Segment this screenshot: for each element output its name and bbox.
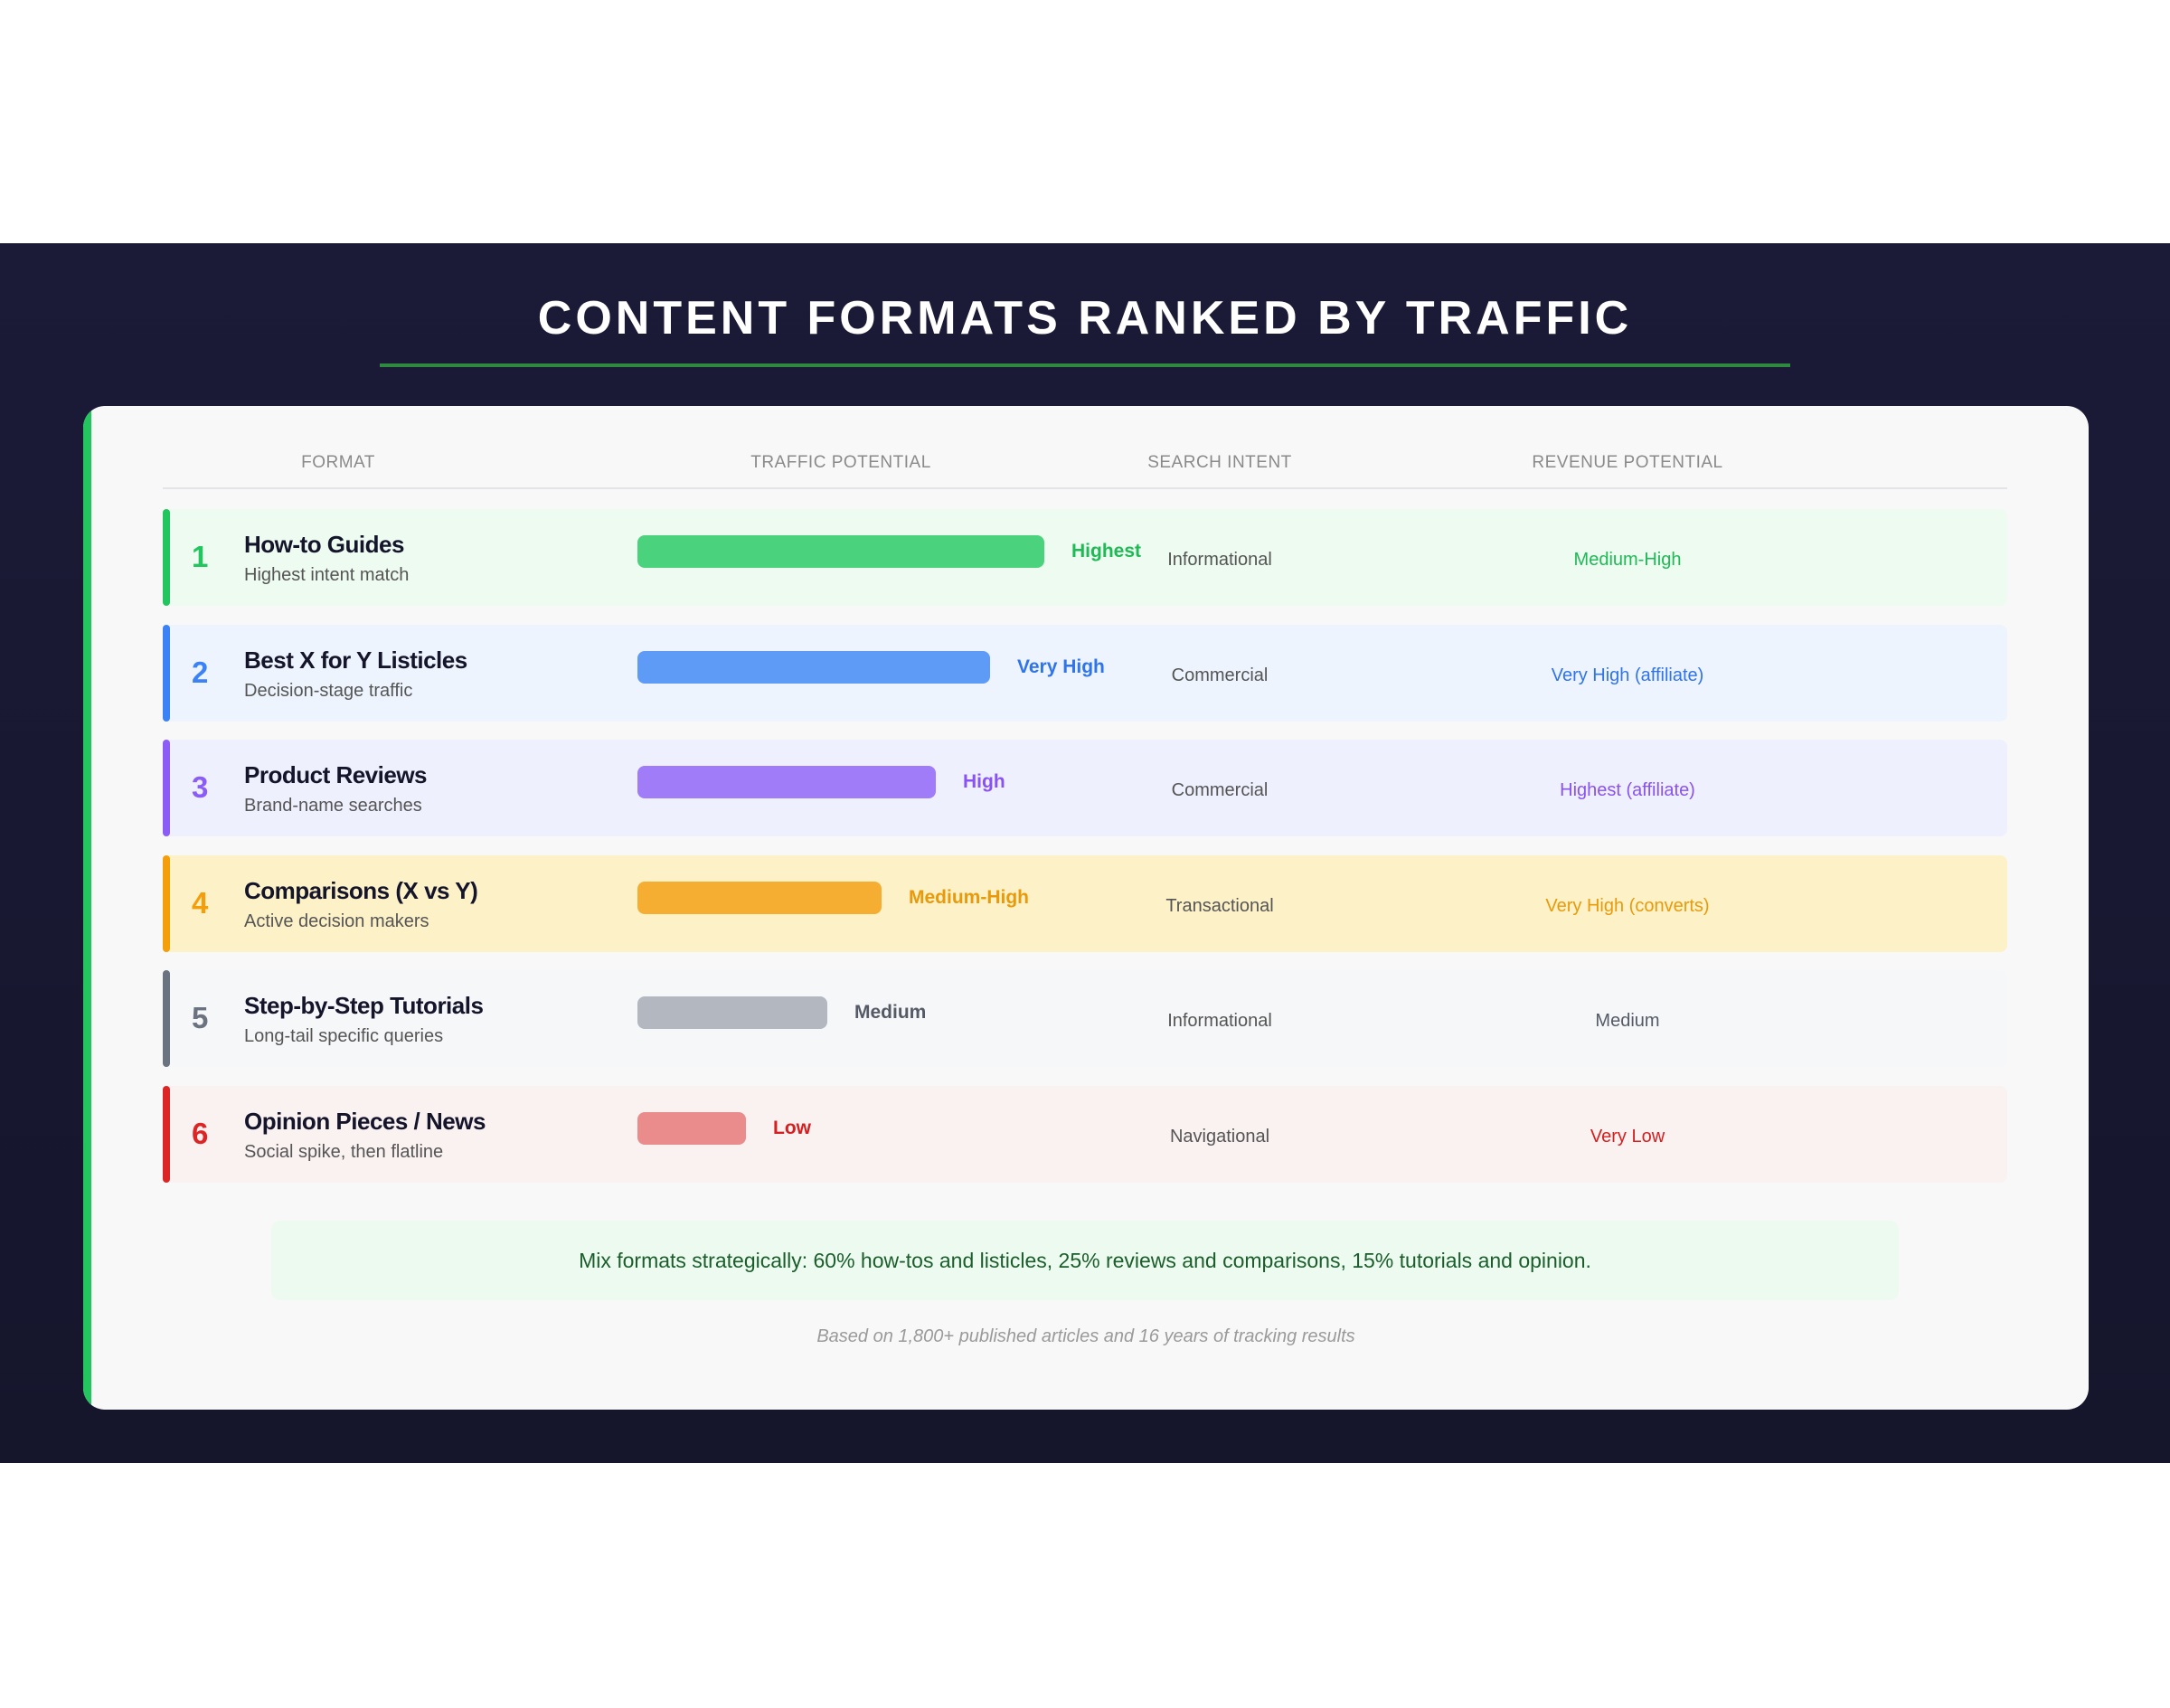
traffic-bar [637,535,1044,568]
format-name: Best X for Y Listicles [244,646,467,674]
table-row: 3 Product Reviews Brand-name searches Hi… [163,740,2007,836]
source-caption: Based on 1,800+ published articles and 1… [816,1326,1355,1346]
rank-number: 1 [192,540,209,573]
table-row: 1 How-to Guides Highest intent match Hig… [163,509,2007,606]
header-intent: SEARCH INTENT [1147,453,1292,472]
rank-number: 2 [192,655,209,689]
format-subtitle: Decision-stage traffic [244,680,413,701]
traffic-label: Very High [1017,656,1105,677]
revenue-potential: Highest (affiliate) [1560,780,1695,800]
rank-stripe [163,624,170,722]
format-name: How-to Guides [244,531,404,558]
traffic-label: High [963,771,1005,792]
header-format: FORMAT [301,453,375,472]
header-revenue: REVENUE POTENTIAL [1532,453,1723,472]
format-name: Opinion Pieces / News [244,1107,486,1135]
traffic-label: Medium-High [909,886,1029,908]
format-subtitle: Brand-name searches [244,796,422,816]
revenue-potential: Very High (affiliate) [1551,665,1704,685]
ranking-card: FORMAT TRAFFIC POTENTIAL SEARCH INTENT R… [83,406,2089,1410]
traffic-bar [637,766,936,798]
traffic-label: Medium [854,1002,927,1023]
table-row: 2 Best X for Y Listicles Decision-stage … [163,624,2007,722]
table-row: 6 Opinion Pieces / News Social spike, th… [163,1085,2007,1183]
revenue-potential: Medium-High [1573,550,1682,570]
rank-stripe [163,970,170,1067]
rank-number: 3 [192,770,209,804]
search-intent: Commercial [1171,665,1269,685]
table-row: 5 Step-by-Step Tutorials Long-tail speci… [163,970,2007,1067]
revenue-potential: Very Low [1590,1126,1665,1147]
traffic-label: Low [773,1117,811,1138]
header-traffic: TRAFFIC POTENTIAL [750,453,931,472]
search-intent: Commercial [1171,780,1269,800]
page-title: CONTENT FORMATS RANKED BY TRAFFIC [537,292,1633,344]
traffic-bar [637,1111,746,1145]
rank-stripe [163,854,170,952]
format-subtitle: Long-tail specific queries [244,1026,444,1046]
search-intent: Navigational [1169,1126,1270,1147]
rank-stripe [163,509,170,606]
format-name: Product Reviews [244,761,428,788]
table-row: 4 Comparisons (X vs Y) Active decision m… [163,854,2007,952]
rank-number: 5 [192,1001,209,1034]
header-divider [163,487,2007,489]
search-intent: Transactional [1165,895,1274,916]
revenue-potential: Very High (converts) [1545,895,1710,916]
rank-stripe [163,1085,170,1183]
rank-number: 4 [192,885,209,920]
format-subtitle: Active decision makers [244,911,429,931]
traffic-bar [637,650,990,684]
card-accent-stripe [83,406,91,1410]
search-intent: Informational [1167,1011,1272,1031]
search-intent: Informational [1167,550,1272,570]
revenue-potential: Medium [1595,1011,1660,1031]
format-subtitle: Social spike, then flatline [244,1141,444,1162]
traffic-label: Highest [1071,541,1142,561]
format-name: Step-by-Step Tutorials [244,992,484,1019]
title-underline [380,363,1790,367]
traffic-bar [637,881,882,914]
traffic-bar [637,996,827,1029]
format-subtitle: Highest intent match [244,565,410,585]
format-name: Comparisons (X vs Y) [244,876,478,904]
rank-stripe [163,740,170,836]
rank-number: 6 [192,1116,209,1150]
strategy-note: Mix formats strategically: 60% how-tos a… [271,1221,1899,1300]
